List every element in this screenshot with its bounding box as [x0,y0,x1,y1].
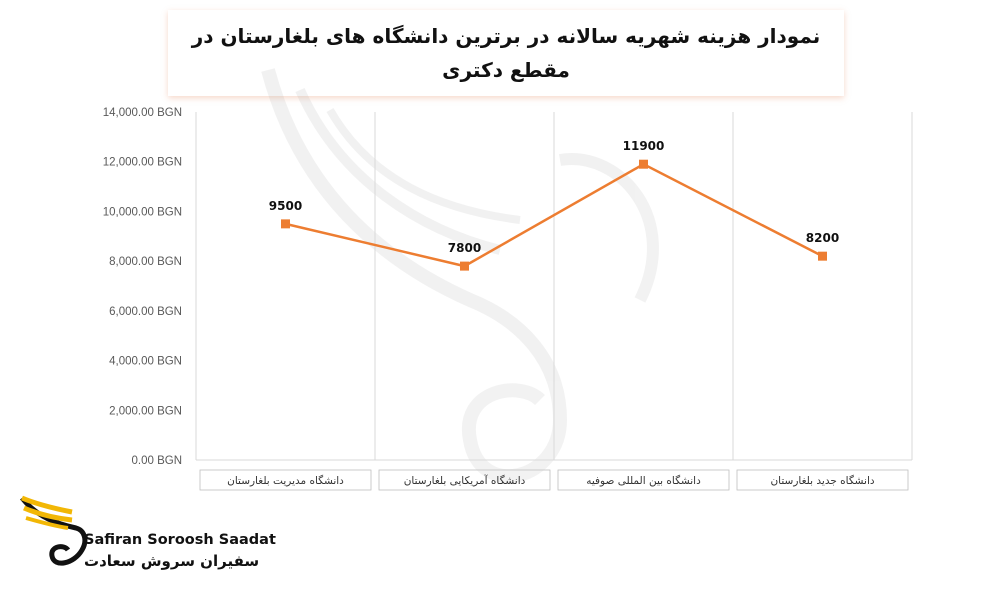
data-point [639,159,648,169]
y-tick-label: 8,000.00 BGN [109,256,182,268]
x-tick-label: دانشگاه بین المللی صوفیه [557,469,730,491]
chart-title-box: نمودار هزینه شهریه سالانه در برترین دانش… [168,10,844,96]
x-tick-label: دانشگاه مدیریت بلغارستان [199,469,372,491]
y-tick-label: 4,000.00 BGN [109,356,182,368]
category-label: دانشگاه جدید بلغارستان [770,474,874,487]
series-polyline [285,162,824,268]
data-point [281,219,290,229]
series-line [281,159,827,271]
x-axis: دانشگاه مدیریت بلغارستان دانشگاه آمریکایی… [196,459,912,491]
category-label-box [378,469,551,491]
data-label: 9500 [269,199,302,213]
wing-s-icon [20,495,88,566]
data-point [818,251,827,261]
y-tick-label: 2,000.00 BGN [109,405,182,417]
chart-grid [195,112,913,460]
logo-name-en: Safiran Soroosh Saadat [84,532,276,548]
category-label: دانشگاه آمریکایی بلغارستان [404,474,526,487]
data-point [460,261,469,271]
category-label-box [199,469,372,491]
category-label-box [736,469,909,491]
wing-watermark-icon [261,68,659,484]
x-tick-label: دانشگاه جدید بلغارستان [736,469,909,491]
data-label: 7800 [448,241,481,255]
data-label: 11900 [623,139,665,153]
x-tick-label: دانشگاه آمریکایی بلغارستان [378,469,551,491]
category-label-box [557,469,730,491]
y-tick-label: 14,000.00 BGN [103,107,182,119]
category-label: دانشگاه مدیریت بلغارستان [227,474,344,487]
y-axis: 0.00 BGN 2,000.00 BGN 4,000.00 BGN 6,000.00… [103,107,182,467]
logo-name-fa: سفیران سروش سعادت [84,552,260,570]
data-labels: 9500 7800 11900 8200 [269,139,839,255]
y-tick-label: 10,000.00 BGN [103,206,182,218]
y-tick-label: 6,000.00 BGN [109,306,182,318]
y-tick-label: 12,000.00 BGN [103,157,182,169]
data-label: 8200 [806,231,839,245]
y-tick-label: 0.00 BGN [132,455,183,467]
company-logo: Safiran Soroosh Saadat سفیران سروش سعادت [18,488,288,580]
chart-title: نمودار هزینه شهریه سالانه در برترین دانش… [191,24,821,82]
category-label: دانشگاه بین المللی صوفیه [586,474,701,487]
